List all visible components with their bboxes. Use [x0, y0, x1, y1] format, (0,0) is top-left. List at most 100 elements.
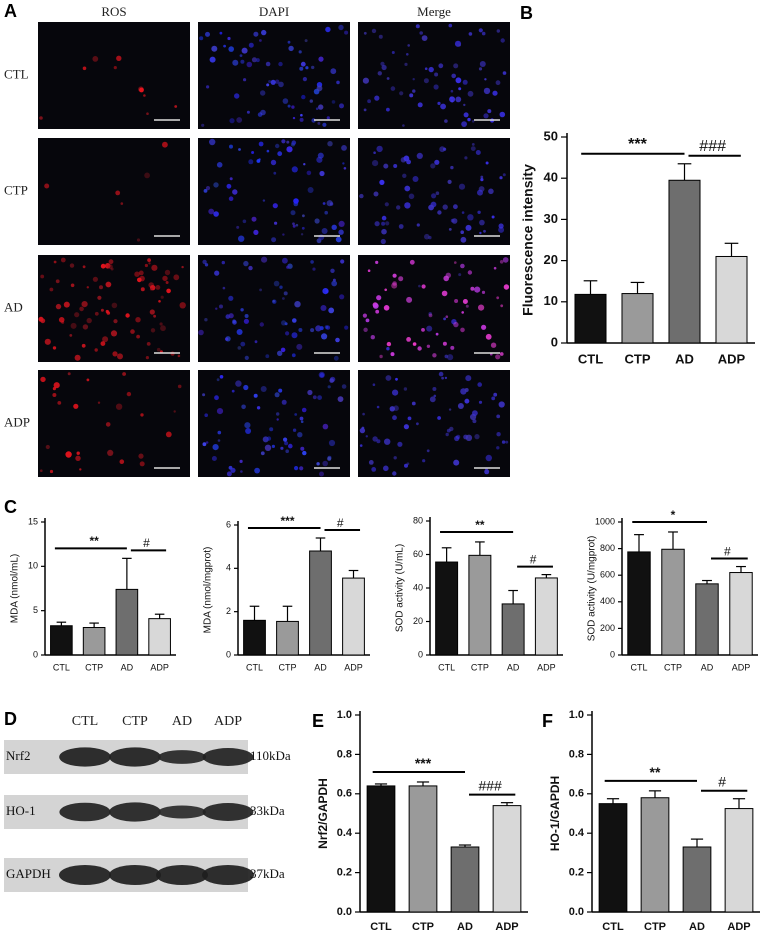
- cell: [463, 112, 469, 118]
- cell: [383, 465, 389, 472]
- cell: [451, 100, 454, 103]
- cell: [322, 288, 329, 295]
- cell: [214, 270, 220, 276]
- cell: [105, 422, 111, 427]
- cell: [315, 325, 322, 332]
- cell: [502, 257, 509, 263]
- cell: [213, 182, 219, 188]
- micrograph: [38, 370, 190, 477]
- cell: [450, 89, 454, 93]
- cell: [478, 67, 483, 71]
- cell: [144, 263, 148, 268]
- cell: [472, 410, 478, 416]
- cell: [238, 235, 245, 242]
- y-tick-label: 0.4: [569, 827, 585, 839]
- cell: [274, 392, 280, 398]
- cell: [412, 78, 415, 81]
- cell: [392, 471, 397, 476]
- image-background: [38, 255, 190, 362]
- cell: [181, 265, 184, 269]
- cell: [412, 176, 419, 182]
- y-tick-label: 0.8: [569, 748, 584, 760]
- cell: [384, 438, 391, 445]
- cell: [136, 238, 141, 242]
- cell: [424, 233, 430, 240]
- cell: [455, 77, 462, 84]
- cell: [463, 434, 468, 440]
- cell: [492, 90, 498, 96]
- cell: [113, 66, 117, 70]
- cell: [445, 315, 449, 319]
- cell: [316, 156, 323, 163]
- image-background: [198, 255, 350, 362]
- cell: [228, 196, 234, 201]
- x-tick-label: ADP: [718, 351, 746, 366]
- cell: [165, 431, 172, 438]
- cell: [198, 329, 204, 336]
- cell: [477, 189, 483, 196]
- error-bar: [630, 281, 645, 294]
- y-tick-label: 0.2: [569, 867, 584, 879]
- cell: [53, 382, 60, 389]
- y-axis-title: Nrf2/GAPDH: [316, 778, 330, 849]
- cell: [374, 95, 380, 101]
- y-tick-label: 10: [544, 293, 558, 308]
- cell: [330, 268, 335, 273]
- cell: [307, 389, 313, 396]
- cell: [379, 354, 383, 359]
- cell: [204, 263, 209, 267]
- error-bar: [668, 531, 678, 550]
- cell: [464, 388, 469, 392]
- cell: [461, 311, 465, 314]
- cell: [255, 58, 260, 63]
- error-bar: [634, 534, 644, 552]
- cell: [291, 140, 297, 145]
- cell: [495, 354, 501, 360]
- cell: [310, 260, 314, 264]
- cell: [292, 222, 295, 226]
- cell: [86, 317, 92, 324]
- bar: [661, 548, 685, 656]
- bar: [715, 255, 748, 344]
- cell: [404, 202, 411, 209]
- cell: [317, 395, 322, 400]
- bar: [729, 572, 753, 656]
- cell: [318, 56, 324, 62]
- cell: [275, 79, 280, 84]
- cell: [229, 144, 233, 149]
- cell: [144, 172, 151, 179]
- cell: [97, 295, 102, 300]
- cell: [326, 200, 333, 207]
- cell: [409, 259, 415, 265]
- x-tick-label: AD: [675, 351, 694, 366]
- bar: [640, 797, 670, 913]
- cell: [246, 110, 250, 114]
- error-bar: [702, 579, 712, 584]
- lane-label: CTL: [72, 714, 98, 729]
- cell: [437, 416, 441, 420]
- cell: [44, 183, 50, 189]
- cell: [97, 401, 101, 404]
- cell: [117, 353, 123, 360]
- cell: [214, 395, 219, 401]
- cell: [288, 45, 294, 52]
- cell: [39, 116, 43, 120]
- cell: [217, 430, 222, 435]
- cell: [282, 233, 285, 236]
- cell: [433, 84, 439, 90]
- cell: [372, 303, 379, 309]
- error-bar: [677, 163, 692, 181]
- y-tick-label: 200: [600, 623, 615, 633]
- cell: [52, 346, 57, 350]
- bar: [621, 293, 654, 344]
- bar: [724, 808, 754, 913]
- cell: [146, 342, 151, 346]
- cell: [40, 318, 46, 324]
- micrograph: [38, 255, 190, 362]
- cell: [374, 221, 380, 227]
- cell: [291, 332, 298, 339]
- cell: [284, 322, 288, 326]
- y-tick-label: 80: [413, 515, 423, 525]
- blot-band: [59, 802, 111, 822]
- cell: [467, 90, 474, 97]
